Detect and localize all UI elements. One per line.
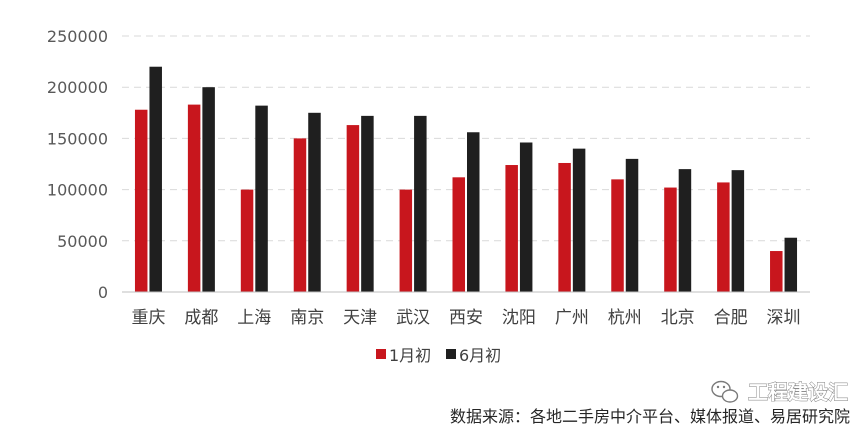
x-tick-label: 西安	[449, 308, 483, 328]
x-tick-label: 杭州	[608, 308, 642, 328]
legend-label-series-2: 6月初	[459, 346, 501, 365]
legend-swatch-series-1	[376, 349, 386, 359]
x-tick-label: 合肥	[714, 308, 748, 328]
bar-series-1-cat-7	[452, 177, 465, 292]
legend-label-series-1: 1月初	[389, 346, 431, 365]
bar-series-1-cat-12	[717, 182, 730, 292]
bar-series-1-cat-5	[346, 125, 360, 292]
y-tick-label: 150000	[47, 129, 108, 148]
x-tick-label: 天津	[343, 308, 377, 328]
x-tick-label: 广州	[555, 308, 589, 328]
x-tick-label: 重庆	[131, 308, 165, 328]
bar-series-2-cat-1	[149, 66, 162, 292]
bar-series-2-cat-11	[678, 169, 692, 292]
bar-series-2-cat-9	[572, 148, 586, 292]
bar-series-1-cat-10	[611, 179, 624, 292]
bar-series-2-cat-6	[414, 115, 427, 292]
bar-series-2-cat-10	[625, 158, 639, 292]
legend: 1月初 6月初	[376, 346, 501, 365]
y-tick-label: 0	[98, 283, 108, 302]
bar-series-1-cat-1	[134, 109, 148, 292]
bar-series-1-cat-9	[558, 162, 571, 292]
watermark-text: 工程建设汇	[748, 380, 848, 404]
wechat-icon	[711, 380, 739, 403]
source-note: 数据来源：各地二手房中介平台、媒体报道、易居研究院	[450, 407, 850, 426]
y-tick-label: 100000	[47, 181, 108, 200]
y-tick-label: 250000	[47, 27, 108, 46]
x-tick-label: 沈阳	[502, 308, 536, 328]
gridlines	[122, 35, 810, 242]
bar-series-2-cat-4	[308, 112, 321, 292]
bar-series-2-cat-7	[467, 132, 480, 292]
bar-series-1-cat-11	[664, 187, 677, 292]
bar-series-2-cat-3	[255, 105, 268, 292]
bar-series-1-cat-13	[770, 251, 783, 292]
bar-series-1-cat-4	[293, 138, 307, 292]
watermark: 工程建设汇	[711, 380, 848, 404]
bar-series-2-cat-5	[361, 115, 374, 292]
bar-series-2-cat-8	[519, 142, 533, 292]
y-tick-label: 200000	[47, 78, 108, 97]
x-tick-label: 武汉	[396, 308, 430, 328]
legend-swatch-series-2	[446, 349, 456, 359]
y-axis: 0 50000 100000 150000 200000 250000	[47, 27, 108, 302]
x-tick-label: 上海	[237, 308, 271, 328]
bar-series-2-cat-12	[731, 170, 745, 292]
bar-series-2-cat-13	[784, 237, 798, 292]
x-axis: 重庆 成都 上海 南京 天津 武汉 西安 沈阳 广州 杭州 北京 合肥 深圳	[122, 291, 810, 328]
bar-series-1-cat-8	[505, 165, 518, 292]
y-tick-label: 50000	[57, 232, 108, 251]
bar-series-1-cat-3	[240, 189, 254, 292]
x-tick-label: 北京	[661, 308, 695, 328]
bar-series-1-cat-2	[187, 104, 201, 292]
bar-series-1-cat-6	[399, 189, 413, 292]
x-tick-label: 深圳	[767, 308, 801, 328]
x-tick-label: 南京	[290, 308, 324, 328]
bar-series-2-cat-2	[202, 87, 215, 292]
bars	[134, 66, 798, 292]
x-tick-label: 成都	[184, 308, 218, 328]
